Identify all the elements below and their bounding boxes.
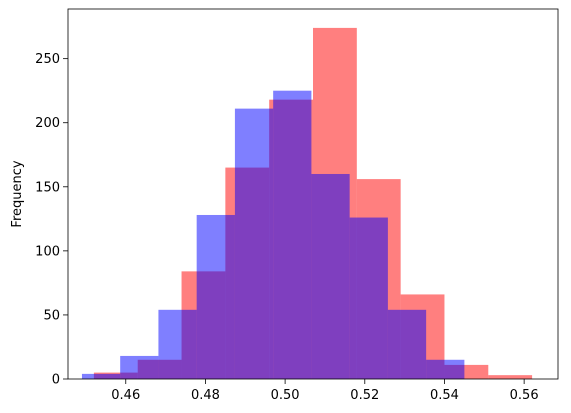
x-tick-label: 0.48	[191, 388, 220, 403]
y-tick-label: 50	[43, 308, 60, 323]
histogram-bar-series2	[120, 355, 159, 379]
histogram-bar-series2	[349, 217, 388, 379]
histogram-bar-series1	[488, 375, 533, 379]
x-tick-label: 0.54	[430, 388, 459, 403]
y-tick-label: 0	[52, 373, 60, 388]
histogram-bar-series2	[426, 359, 465, 379]
histogram-bar-series2	[273, 90, 312, 380]
y-axis-label: Frequency	[10, 160, 25, 227]
histogram-bar-series2	[158, 309, 197, 379]
histogram-bar-series2	[196, 214, 235, 379]
histogram-bar-series2	[81, 373, 121, 379]
x-axis: 0.46 0.48 0.50 0.52 0.54 0.56	[111, 379, 539, 403]
y-tick-label: 150	[35, 180, 60, 195]
plot-frame	[67, 8, 559, 380]
y-tick-label: 100	[35, 244, 60, 259]
x-tick-label: 0.52	[350, 388, 379, 403]
x-tick-label: 0.46	[111, 388, 140, 403]
histogram-bar-series2	[387, 309, 427, 379]
histogram-bars	[81, 27, 533, 380]
x-tick-label: 0.50	[271, 388, 300, 403]
histogram-bar-series2	[234, 108, 274, 379]
histogram-bar-series2	[311, 173, 350, 379]
x-tick-label: 0.56	[510, 388, 539, 403]
y-axis: 0 50 100 150 200 250	[35, 52, 68, 388]
y-tick-label: 200	[35, 116, 60, 131]
y-tick-label: 250	[35, 52, 60, 67]
